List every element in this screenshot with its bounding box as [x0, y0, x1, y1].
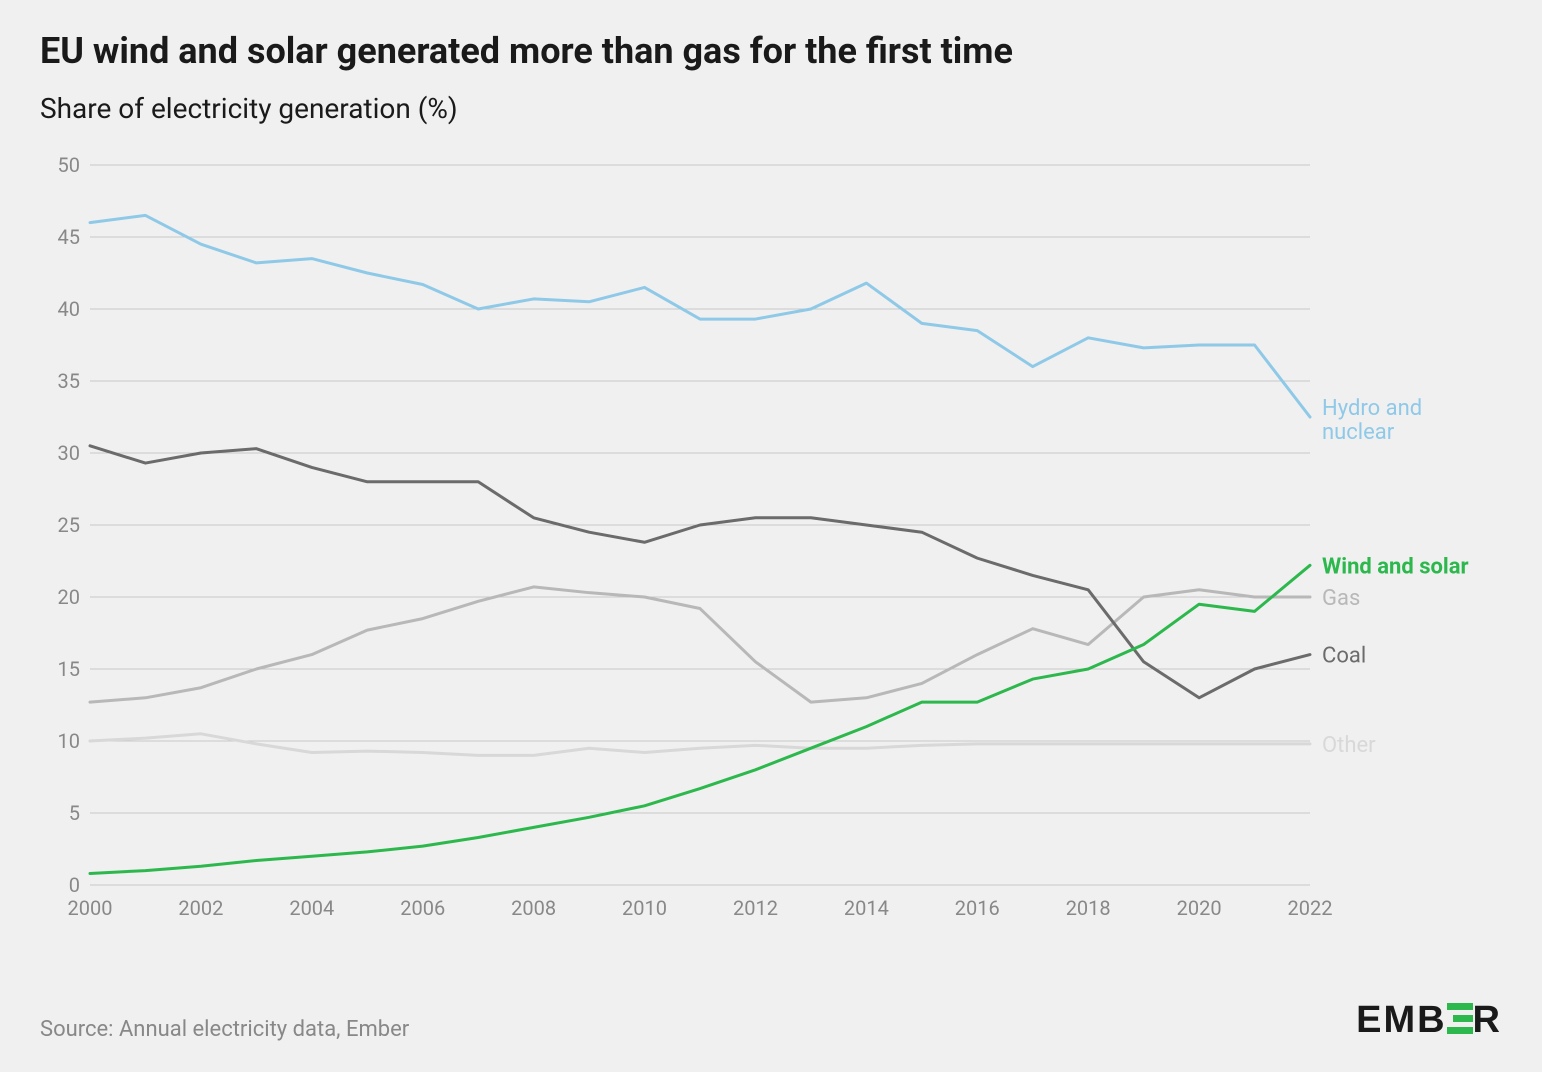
svg-text:2000: 2000: [68, 896, 113, 920]
svg-text:2014: 2014: [844, 896, 889, 920]
svg-text:2004: 2004: [289, 896, 334, 920]
svg-text:Wind and solar: Wind and solar: [1322, 554, 1469, 579]
svg-text:45: 45: [58, 225, 80, 249]
chart-title: EU wind and solar generated more than ga…: [40, 30, 1502, 72]
svg-text:2002: 2002: [178, 896, 223, 920]
svg-text:35: 35: [58, 369, 80, 393]
chart-container: EU wind and solar generated more than ga…: [0, 0, 1542, 1072]
svg-text:Gas: Gas: [1322, 586, 1360, 611]
svg-text:2008: 2008: [511, 896, 556, 920]
svg-text:Coal: Coal: [1322, 644, 1366, 669]
svg-text:2022: 2022: [1288, 896, 1333, 920]
svg-text:2012: 2012: [733, 896, 778, 920]
footer: Source: Annual electricity data, Ember E…: [40, 999, 1502, 1042]
svg-text:25: 25: [58, 513, 80, 537]
line-chart: 0 5 10 15 20 25 30 35 40 45 50 2000 2002 2004 2006 2008…: [40, 155, 1510, 935]
svg-text:5: 5: [69, 801, 80, 825]
svg-text:15: 15: [58, 657, 80, 681]
svg-text:2010: 2010: [622, 896, 667, 920]
svg-text:20: 20: [58, 585, 80, 609]
ember-logo: EMBR: [1356, 999, 1502, 1042]
svg-text:2018: 2018: [1066, 896, 1111, 920]
svg-text:2006: 2006: [400, 896, 445, 920]
chart-area: 0 5 10 15 20 25 30 35 40 45 50 2000 2002 2004 2006 2008…: [40, 155, 1510, 935]
source-text: Source: Annual electricity data, Ember: [40, 1017, 409, 1042]
svg-text:2016: 2016: [955, 896, 1000, 920]
svg-text:10: 10: [58, 729, 80, 753]
svg-text:40: 40: [58, 297, 80, 321]
svg-text:2020: 2020: [1177, 896, 1222, 920]
chart-subtitle: Share of electricity generation (%): [40, 92, 1502, 125]
svg-text:50: 50: [58, 155, 80, 177]
svg-text:Hydro andnuclear: Hydro andnuclear: [1322, 396, 1422, 445]
svg-text:30: 30: [58, 441, 80, 465]
svg-text:Other: Other: [1322, 733, 1376, 758]
svg-text:0: 0: [69, 873, 80, 897]
